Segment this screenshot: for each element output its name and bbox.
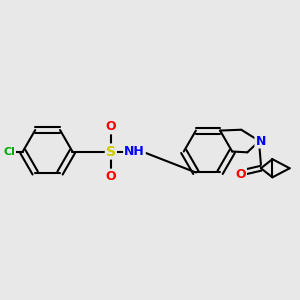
Text: O: O (106, 120, 116, 133)
Text: O: O (106, 170, 116, 183)
Text: N: N (255, 134, 266, 148)
Text: O: O (235, 168, 246, 181)
Text: Cl: Cl (3, 146, 15, 157)
Text: S: S (106, 145, 116, 158)
Text: NH: NH (124, 145, 145, 158)
